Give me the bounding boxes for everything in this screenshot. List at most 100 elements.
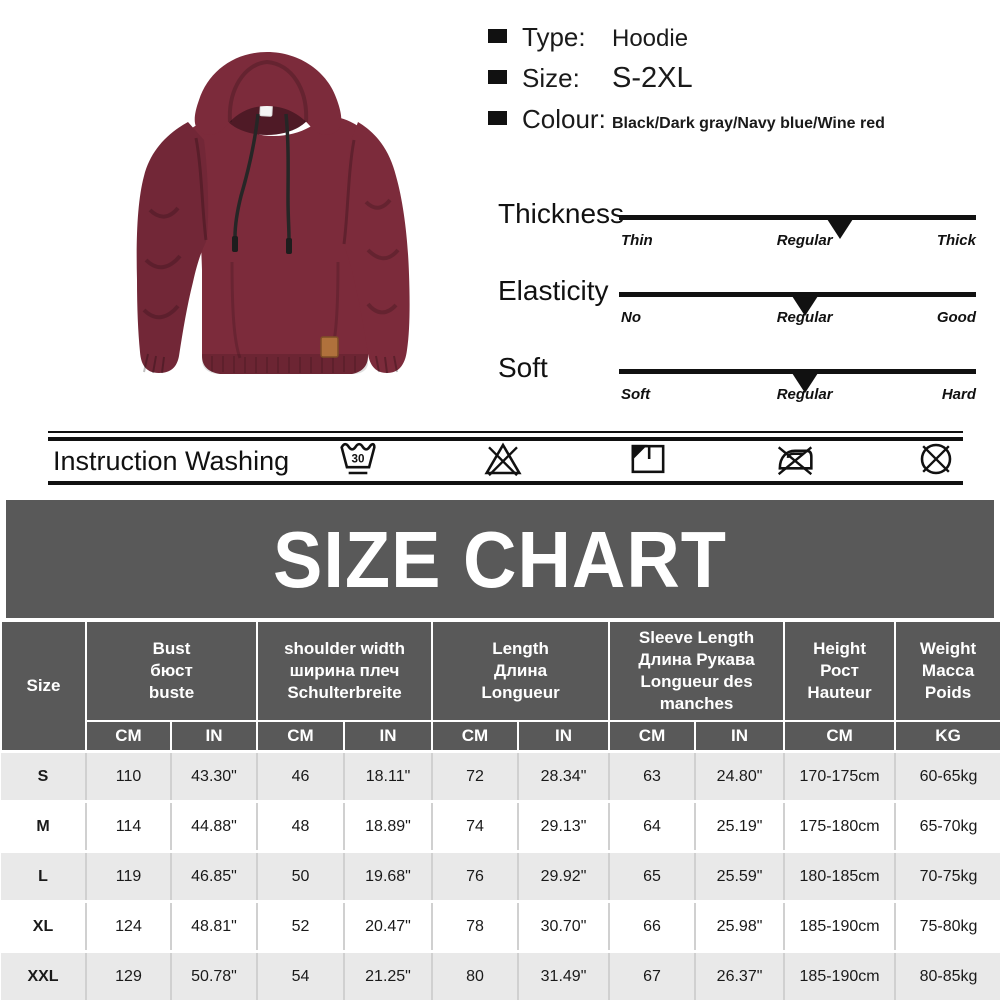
square-bullet-icon (488, 29, 507, 43)
divider-line (48, 481, 963, 485)
product-photo (80, 10, 500, 430)
spec-size-label: Size: (522, 63, 580, 93)
cell: 31.49" (517, 950, 610, 1000)
do-not-dry-clean-icon (914, 438, 958, 480)
slider-elasticity: Elasticity No Regular Good (480, 275, 980, 352)
scale-right-label: Thick (936, 232, 976, 249)
cell: 52 (256, 900, 344, 952)
unit-header: IN (170, 720, 258, 753)
cell: 185-190cm (783, 950, 896, 1000)
brand-patch (320, 336, 339, 358)
cell: 119 (85, 850, 171, 902)
cell: 29.92" (517, 850, 610, 902)
spec-size: Size: S-2XL (488, 62, 993, 95)
cell: 67 (608, 950, 696, 1000)
spec-size-value: S-2XL (612, 62, 693, 94)
size-chart-title: SIZE CHART (273, 514, 727, 604)
cell: 75-80kg (894, 900, 1000, 952)
cell: 180-185cm (783, 850, 896, 902)
cell: 175-180cm (783, 800, 896, 852)
cell: 25.19" (694, 800, 785, 852)
cell: 28.34" (517, 750, 610, 802)
cell: 43.30" (170, 750, 257, 802)
washing-label: Instruction Washing (53, 446, 290, 476)
unit-header: IN (517, 720, 611, 753)
scale-mid-label: Regular (776, 386, 833, 403)
slider-elasticity-track (619, 292, 976, 316)
unit-header: CM (256, 720, 345, 753)
slider-soft: Soft Soft Regular Hard (480, 352, 980, 429)
cell: 50 (256, 850, 344, 902)
cell: 80-85kg (894, 950, 1000, 1000)
cell: 76 (431, 850, 519, 902)
attribute-sliders: Thickness Thin Regular Thick Elasticity … (480, 198, 980, 429)
cell: 185-190cm (783, 900, 896, 952)
cell: 44.88" (170, 800, 257, 852)
slider-thickness-marker-icon (827, 219, 854, 239)
cell: L (1, 850, 86, 902)
col-header-size: Size (0, 620, 87, 753)
cell: 25.59" (694, 850, 785, 902)
header-unit-row: CM IN CM IN CM IN CM IN CM KG (1, 720, 1000, 753)
cell: 50.78" (170, 950, 257, 1000)
cell: 19.68" (342, 850, 433, 902)
cell: 63 (608, 750, 696, 802)
cell: 46.85" (170, 850, 257, 902)
cell: 48 (256, 800, 344, 852)
cell: 65-70kg (894, 800, 1000, 852)
slider-thickness: Thickness Thin Regular Thick (480, 198, 980, 275)
wash-30-icon: 30 (336, 438, 380, 480)
cell: 66 (608, 900, 696, 952)
divider-line (48, 437, 963, 441)
slider-thickness-label: Thickness (498, 198, 625, 229)
cell: 48.81" (170, 900, 257, 952)
scale-left-label: Thin (621, 232, 653, 249)
slider-thickness-track (619, 215, 976, 239)
spec-colour: Colour: Black/Dark gray/Navy blue/Wine re… (488, 104, 993, 135)
cell: 20.47" (342, 900, 433, 952)
cell: S (1, 750, 86, 802)
cell: XL (1, 900, 86, 952)
hoodie-illustration (136, 52, 410, 374)
cell: 54 (256, 950, 344, 1000)
table-row-xl: XL 124 48.81" 52 20.47" 78 30.70" 66 25.… (1, 900, 1000, 952)
scale-right-label: Good (936, 309, 976, 326)
unit-header: CM (431, 720, 520, 753)
cell: 78 (431, 900, 519, 952)
scale-left-label: Soft (621, 386, 651, 403)
cell: 30.70" (517, 900, 610, 952)
col-header-bust: Bust бюст buste (85, 620, 258, 722)
cell: 110 (85, 750, 171, 802)
cell: 64 (608, 800, 696, 852)
col-header-weight: Weight Масса Poids (894, 620, 1000, 722)
scale-mid-label: Regular (776, 232, 833, 249)
cell: XXL (1, 950, 86, 1000)
slider-soft-marker-icon (791, 373, 818, 393)
cell: 21.25" (342, 950, 433, 1000)
cell: 72 (431, 750, 519, 802)
col-header-shoulder: shoulder width ширина плеч Schulterbreit… (255, 620, 434, 722)
col-header-length: Length Длина Longueur (431, 620, 611, 722)
cell: 129 (85, 950, 171, 1000)
cell: 70-75kg (894, 850, 1000, 902)
scale-left-label: No (621, 309, 641, 326)
size-chart-table: Size Bust бюст buste shoulder width шири… (0, 620, 1000, 1000)
scale-right-label: Hard (941, 386, 976, 403)
header-group-row: Size Bust бюст buste shoulder width шири… (0, 620, 1000, 753)
cell: 65 (608, 850, 696, 902)
cell: 29.13" (517, 800, 610, 852)
unit-header: CM (783, 720, 897, 753)
slider-elasticity-label: Elasticity (498, 275, 609, 306)
cell: 170-175cm (783, 750, 896, 802)
unit-header: IN (694, 720, 786, 753)
table-row-m: M 114 44.88" 48 18.89" 74 29.13" 64 25.1… (1, 800, 1000, 852)
cell: 60-65kg (894, 750, 1000, 802)
col-header-sleeve-length: Sleeve Length Длина Рукава Longueur des … (608, 620, 786, 722)
do-not-bleach-icon (481, 438, 525, 480)
do-not-iron-icon (773, 438, 817, 480)
cell: 80 (431, 950, 519, 1000)
slider-soft-scale: Soft Regular Hard (619, 386, 976, 406)
cell: M (1, 800, 86, 852)
spec-type: Type: Hoodie (488, 22, 993, 53)
